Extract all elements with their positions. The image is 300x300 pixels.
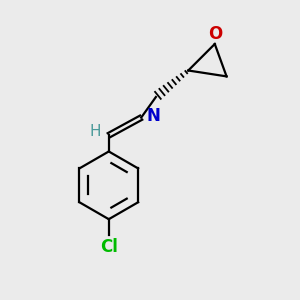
- Text: N: N: [146, 107, 160, 125]
- Text: O: O: [208, 25, 222, 43]
- Text: Cl: Cl: [100, 238, 118, 256]
- Text: H: H: [90, 124, 101, 139]
